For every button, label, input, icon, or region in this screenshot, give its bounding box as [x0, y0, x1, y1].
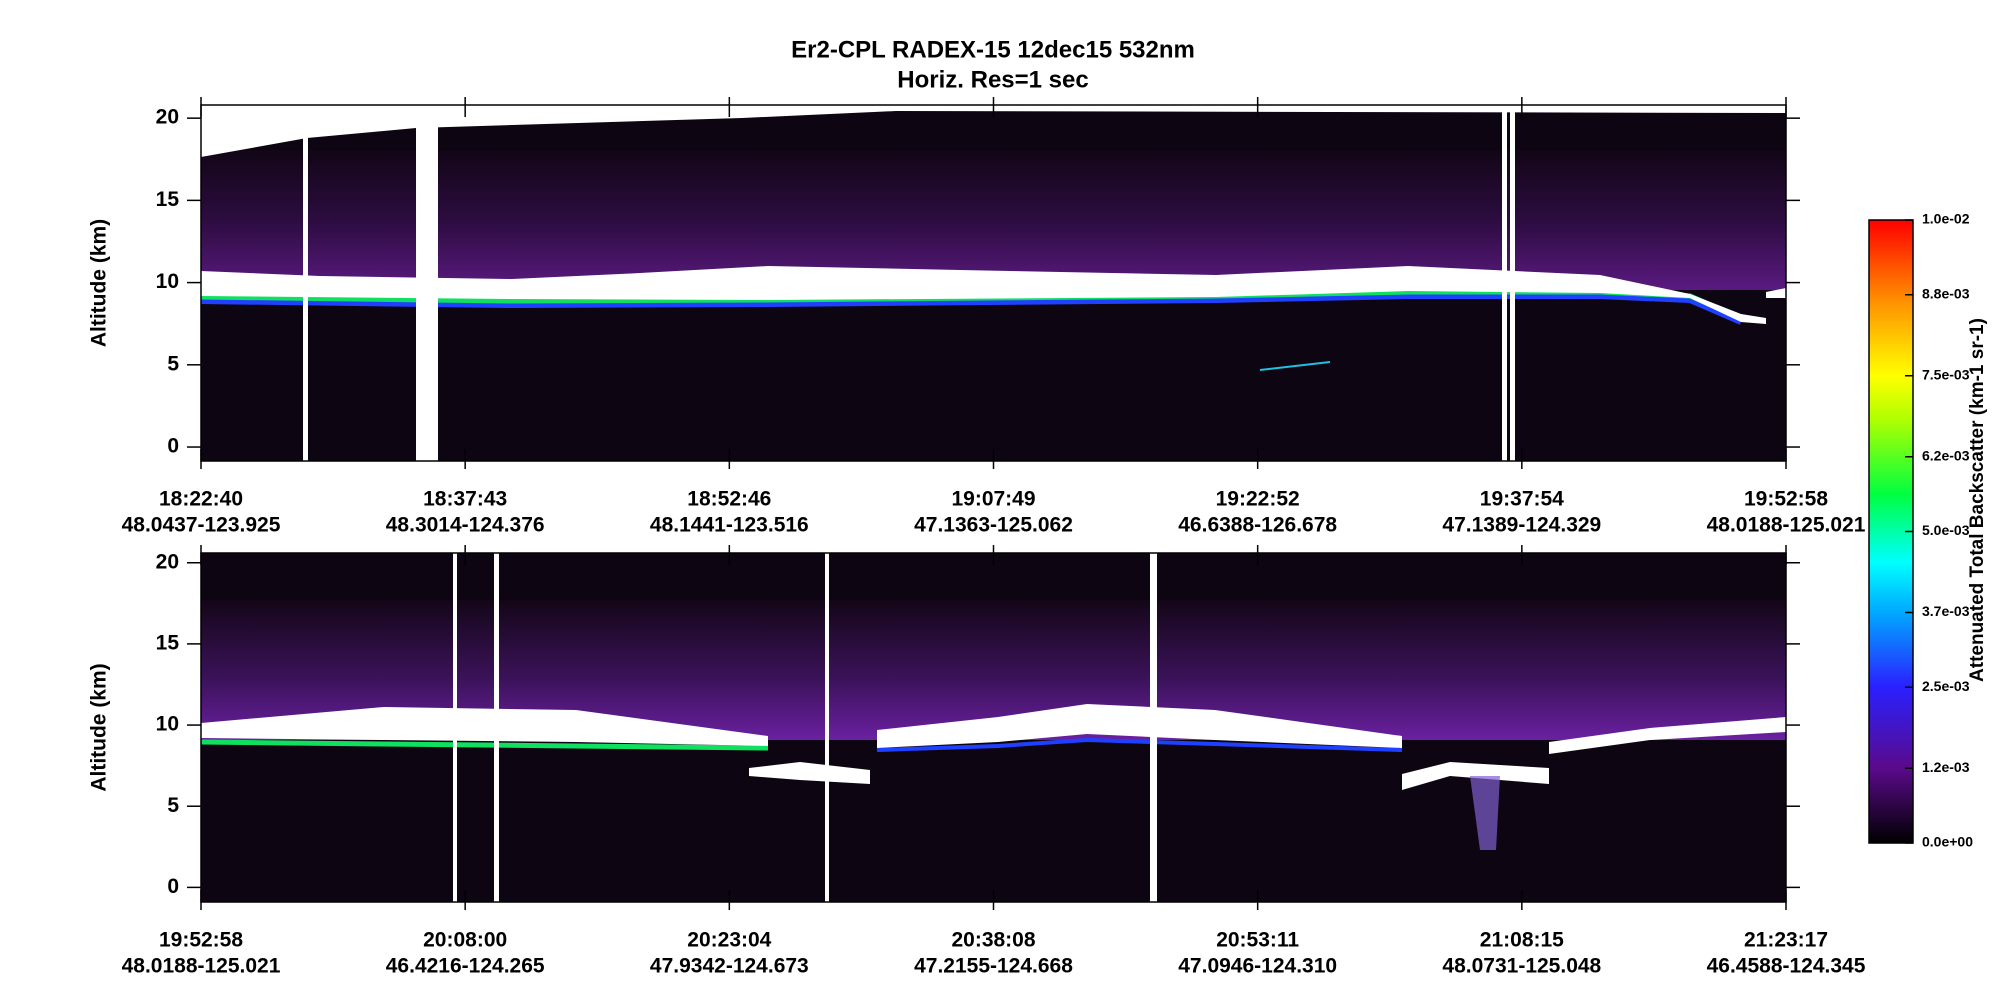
colorbar-tick-label: 2.5e-03 — [1922, 678, 1970, 694]
x-tick-label: 19:37:54 — [1480, 488, 1564, 511]
x-tick-label: 20:23:04 — [687, 929, 771, 952]
x-location-label: 46.4588-124.345 — [1707, 955, 1866, 978]
x-location-label: 47.2155-124.668 — [914, 955, 1073, 978]
colorbar-tick-label: 1.2e-03 — [1922, 759, 1970, 775]
x-location-label: 47.9342-124.673 — [650, 955, 809, 978]
y-tick-label: 10 — [156, 270, 179, 293]
x-tick-label: 21:08:15 — [1480, 929, 1564, 952]
x-tick-label: 19:52:58 — [1744, 488, 1828, 511]
x-tick-label: 19:07:49 — [951, 488, 1035, 511]
x-location-label: 47.0946-124.310 — [1178, 955, 1337, 978]
y-tick-label: 10 — [156, 713, 179, 736]
colorbar-tick-label: 6.2e-03 — [1922, 447, 1970, 463]
x-location-label: 48.0188-125.021 — [122, 955, 281, 978]
y-tick-label: 20 — [156, 550, 179, 573]
y-tick-label: 5 — [167, 352, 179, 375]
x-tick-label: 19:22:52 — [1216, 488, 1300, 511]
x-location-label: 46.6388-126.678 — [1178, 514, 1337, 537]
colorbar-label: Attenuated Total Backscatter (km-1 sr-1) — [1967, 318, 1988, 682]
x-tick-label: 19:52:58 — [159, 929, 243, 952]
y-axis-label: Altitude (km) — [88, 663, 111, 791]
x-location-label: 46.4216-124.265 — [386, 955, 545, 978]
x-tick-label: 20:08:00 — [423, 929, 507, 952]
colorbar-tick-label: 3.7e-03 — [1922, 603, 1970, 619]
y-tick-label: 0 — [167, 875, 179, 898]
x-location-label: 48.3014-124.376 — [386, 514, 545, 537]
y-tick-label: 5 — [167, 794, 179, 817]
title: Er2-CPL RADEX-15 12dec15 532nm — [791, 36, 1195, 63]
x-tick-label: 18:52:46 — [687, 488, 771, 511]
colorbar-tick-label: 8.8e-03 — [1922, 285, 1970, 301]
x-tick-label: 21:23:17 — [1744, 929, 1828, 952]
curtain-image — [201, 105, 1786, 461]
x-location-label: 47.1389-124.329 — [1442, 514, 1601, 537]
x-tick-label: 18:22:40 — [159, 488, 243, 511]
subtitle: Horiz. Res=1 sec — [897, 66, 1088, 93]
x-tick-label: 20:38:08 — [951, 929, 1035, 952]
curtain-image — [201, 553, 1786, 902]
x-location-label: 48.0731-125.048 — [1442, 955, 1601, 978]
colorbar-tick-label: 7.5e-03 — [1922, 366, 1970, 382]
colorbar-tick-label: 0.0e+00 — [1922, 834, 1973, 850]
colorbar-tick-label: 1.0e-02 — [1922, 211, 1970, 227]
y-tick-label: 15 — [156, 631, 180, 654]
x-location-label: 48.1441-123.516 — [650, 514, 809, 537]
colorbar-tick-label: 5.0e-03 — [1922, 522, 1970, 538]
y-tick-label: 15 — [156, 188, 180, 211]
x-location-label: 48.0188-125.021 — [1707, 514, 1866, 537]
y-axis-label: Altitude (km) — [88, 219, 111, 347]
x-tick-label: 18:37:43 — [423, 488, 507, 511]
x-location-label: 48.0437-123.925 — [122, 514, 281, 537]
y-tick-label: 20 — [156, 106, 179, 129]
y-tick-label: 0 — [167, 435, 179, 458]
x-tick-label: 20:53:11 — [1216, 929, 1299, 952]
x-location-label: 47.1363-125.062 — [914, 514, 1073, 537]
